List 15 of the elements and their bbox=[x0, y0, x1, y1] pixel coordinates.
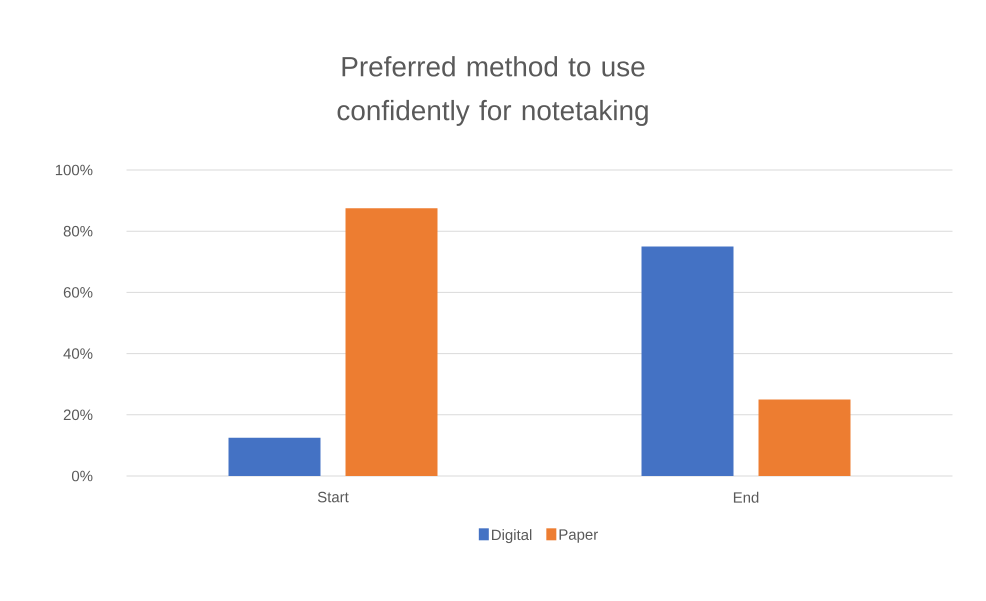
y-tick-label: 0% bbox=[72, 470, 92, 482]
y-tick-label: 20% bbox=[64, 410, 92, 420]
bar bbox=[758, 400, 851, 476]
bar bbox=[228, 438, 321, 476]
y-tick-label: 80% bbox=[64, 226, 92, 236]
x-tick-label: End bbox=[734, 492, 758, 503]
x-tick-label: Start bbox=[318, 492, 349, 502]
y-tick-label: 60% bbox=[64, 287, 92, 298]
bar bbox=[346, 208, 438, 476]
chart-title: Preferred method to use confidently for notetaking bbox=[338, 56, 648, 126]
legend-label: Digital bbox=[492, 529, 532, 544]
y-tick-label: 40% bbox=[63, 348, 92, 359]
bar bbox=[642, 246, 734, 476]
y-tick-label: 100% bbox=[56, 164, 92, 176]
legend-label: Paper bbox=[560, 529, 598, 543]
